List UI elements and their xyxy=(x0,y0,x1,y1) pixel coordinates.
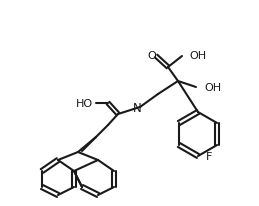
Text: OH: OH xyxy=(204,83,221,92)
Text: F: F xyxy=(206,151,212,161)
Text: O: O xyxy=(148,51,156,61)
Text: OH: OH xyxy=(189,51,206,61)
Text: N: N xyxy=(133,102,141,115)
Text: HO: HO xyxy=(76,98,93,109)
